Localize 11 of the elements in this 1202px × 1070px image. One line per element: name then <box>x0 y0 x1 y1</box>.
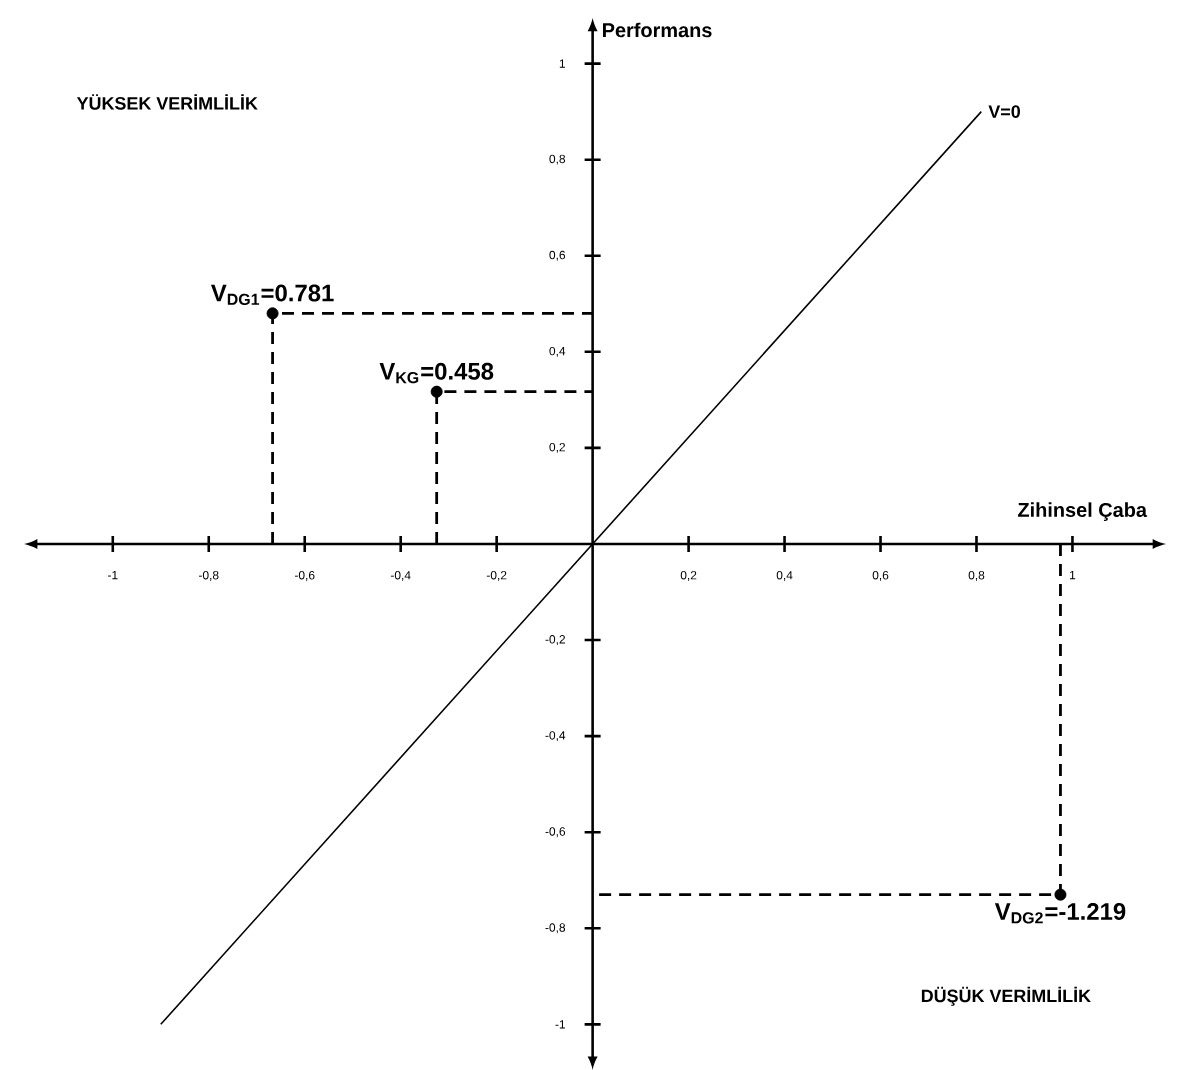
annotation: YÜKSEK VERİMLİLİK <box>76 94 258 110</box>
series-label: V=0 <box>988 105 1021 118</box>
annotation: V$_{DG2}$=-1.219 <box>994 903 1126 924</box>
annotation: V$_{KG}$=0.458 <box>379 362 494 384</box>
annotation: DÜŞÜK VERİMLİLİK <box>921 986 1091 1006</box>
point <box>430 385 443 398</box>
x-axis-title: Zihinsel Çaba <box>1018 502 1148 521</box>
point <box>1054 888 1067 901</box>
point <box>266 307 279 320</box>
annotation: V$_{DG1}$=0.781 <box>210 284 334 305</box>
y-axis-title: Performans <box>603 22 712 38</box>
